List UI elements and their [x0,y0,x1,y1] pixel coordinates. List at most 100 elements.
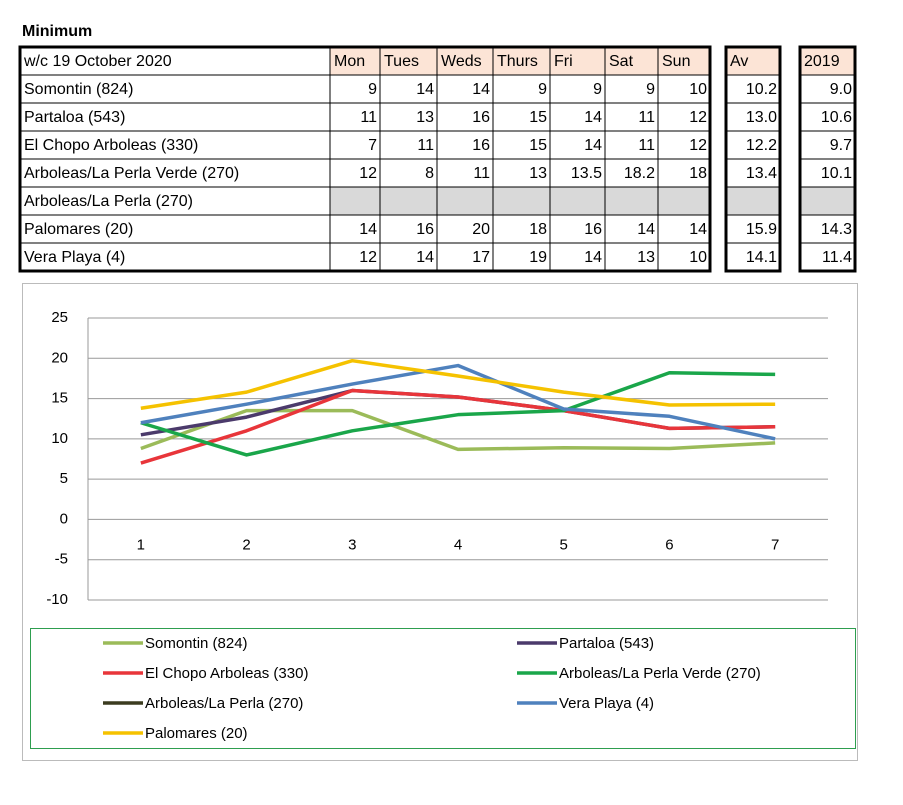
cell-text: Tues [384,53,419,70]
table-cell [379,102,438,132]
cell-text: Arboleas/La Perla Verde (270) [24,165,239,182]
cell-text: 14 [584,249,602,266]
table-cell [436,242,494,272]
table-cell [799,102,856,132]
cell-text: Vera Playa (4) [24,249,125,266]
cell-text: Partaloa (543) [24,109,125,126]
cell-text: Palomares (20) [24,221,133,238]
table-cell [799,74,856,104]
cell-text: Arboleas/La Perla (270) [24,193,193,210]
table-cell [19,74,331,104]
cell-text: 14 [359,221,377,238]
table-cell [492,186,551,216]
table-cell [657,186,711,216]
table-cell [604,242,659,272]
cell-text: 14 [472,81,490,98]
table-cell [657,158,711,188]
cell-text: Sat [609,53,634,70]
series-line [140,388,776,465]
cell-text: 14 [416,249,434,266]
legend-label: Partaloa (543) [559,635,654,652]
cell-text: 18 [689,165,707,182]
table-cell [549,158,606,188]
table-cell [549,102,606,132]
series-line [140,363,776,441]
table-cell [436,186,494,216]
cell-text: 13 [529,165,547,182]
x-tick-label: 3 [348,536,356,553]
legend-label: Palomares (20) [145,725,248,742]
x-tick-label: 5 [560,536,568,553]
table-cell [379,214,438,244]
cell-text: Fri [554,53,573,70]
table-cell [19,186,331,216]
table-cell [799,130,856,160]
cell-text: 11 [417,137,434,154]
cell-text: 13.5 [571,165,602,182]
table-cell [725,214,781,244]
x-tick-label: 1 [137,536,145,553]
table-cell [604,74,659,104]
table-border [724,45,782,273]
cell-text: 19 [529,249,547,266]
cell-text: 13.0 [746,109,777,126]
cell-text: 9 [593,81,602,98]
cell-text: 12.2 [746,137,777,154]
cell-text: 15 [529,109,547,126]
cell-text: 10.6 [821,109,852,126]
cell-text: 9 [646,81,655,98]
cell-text: 9 [538,81,547,98]
cell-text: Thurs [497,53,538,70]
y-tick-label: 10 [51,430,68,447]
legend-label: El Chopo Arboleas (330) [145,665,308,682]
y-tick-label: 20 [51,349,68,366]
cell-text: Av [730,53,748,70]
cell-text: 7 [368,137,377,154]
table-cell [379,186,438,216]
cell-text: 11 [473,165,490,182]
y-tick-label: -5 [55,551,68,568]
cell-text: Somontin (824) [24,81,133,98]
table-cell [492,242,551,272]
cell-text: 13 [416,109,434,126]
table-cell [799,186,856,216]
table-cell [604,46,659,76]
table-cell [725,186,781,216]
cell-text: w/c 19 October 2020 [23,53,172,70]
cell-text: Mon [334,53,365,70]
legend-box [30,628,856,749]
cell-text: 15.9 [746,221,777,238]
cell-text: 9.0 [830,81,852,98]
chart-area [22,283,858,761]
cell-text: 11 [638,109,655,126]
cell-text: 14 [689,221,707,238]
series-line [140,371,776,457]
x-tick-label: 4 [454,536,462,553]
table-border [798,45,857,273]
series-line [140,408,776,452]
cell-text: 12 [359,249,377,266]
table-cell [19,130,331,160]
sheet-title: Minimum [22,23,92,40]
cell-text: 16 [472,137,490,154]
table-cell [604,186,659,216]
cell-text: 14 [416,81,434,98]
legend-label: Somontin (824) [145,635,248,652]
table-cell [549,74,606,104]
cell-text: 11.4 [822,249,852,266]
table-cell [329,186,381,216]
cell-text: 18.2 [624,165,655,182]
table-cell [329,130,381,160]
cell-text: 14.3 [821,221,852,238]
cell-text: El Chopo Arboleas (330) [24,137,198,154]
cell-text: 12 [689,109,707,126]
cell-text: 12 [359,165,377,182]
cell-text: 20 [472,221,490,238]
legend-label: Arboleas/La Perla (270) [145,695,303,712]
cell-text: 14.1 [746,249,777,266]
cell-text: 10 [689,249,707,266]
cell-text: 16 [416,221,434,238]
table-cell [329,214,381,244]
cell-text: 13.4 [746,165,777,182]
